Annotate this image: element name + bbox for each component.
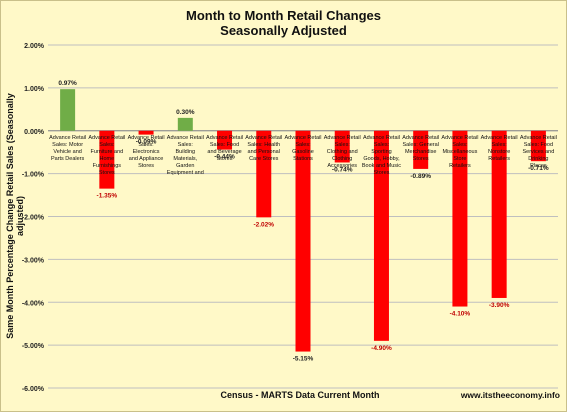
y-tick-label: -6.00% <box>22 386 45 393</box>
category-label: Advance Retail Sales: Health and Personal C… <box>245 135 282 162</box>
category-label: Advance Retail Sales: Building Materials, Ga… <box>167 135 204 176</box>
category-label: Advance Retail Sales: Clothing and Clothing… <box>324 135 361 169</box>
y-tick-label: 2.00% <box>24 43 45 50</box>
bar <box>334 130 350 163</box>
bar <box>99 130 115 189</box>
bar <box>177 117 193 131</box>
category-label: Advance Retail Sales: Electronics and Appli… <box>128 135 165 169</box>
bar <box>60 89 76 131</box>
y-tick-label: -2.00% <box>22 215 45 222</box>
data-label: -0.71% <box>528 165 549 172</box>
data-label: -2.02% <box>253 221 274 228</box>
y-tick-label: -1.00% <box>22 172 45 179</box>
y-tick-label: 0.00% <box>24 129 45 136</box>
category-label: Advance Retail Sales: Gasoline Stations <box>285 135 322 162</box>
data-label: -5.15% <box>293 356 314 363</box>
bar <box>217 130 233 150</box>
data-label: -0.44% <box>214 154 235 161</box>
category-label: Advance Retail Sales: General Merchandise S… <box>402 135 439 162</box>
category-label: Advance Retail Sales: Food Services and Dri… <box>520 135 557 169</box>
category-label: Advance Retail Sales: Furniture and Home Fur… <box>88 135 125 176</box>
bar <box>373 130 389 341</box>
y-tick-label: 1.00% <box>24 86 45 93</box>
bar <box>256 130 272 218</box>
bar <box>295 130 311 352</box>
bar <box>413 130 429 169</box>
data-label: -0.74% <box>332 166 353 173</box>
category-label: Advance Retail Sales: Miscellaneous Store Re… <box>441 135 478 169</box>
category-label: Advance Retail Sales: Food and Beverage Sto… <box>206 135 243 162</box>
data-label: -1.35% <box>97 193 118 200</box>
bar <box>491 130 507 298</box>
x-axis-label: Census - MARTS Data Current Month <box>220 390 380 400</box>
data-label: -0.89% <box>410 173 431 180</box>
bar <box>138 130 154 135</box>
bar <box>452 130 468 307</box>
data-label: -4.10% <box>450 311 471 318</box>
y-tick-label: -4.00% <box>22 300 45 307</box>
data-label: 0.97% <box>58 80 77 87</box>
category-label: Advance Retail Sales: Motor Vehicle and Par… <box>49 135 86 162</box>
chart-title: Month to Month Retail Changes <box>186 8 381 23</box>
category-label: Advance Retail Sales: Sporting Goods, Hobby… <box>362 135 401 176</box>
bar <box>530 130 546 162</box>
data-label: -0.09% <box>136 139 157 146</box>
source-credit: www.itstheeconomy.info <box>460 390 560 400</box>
y-tick-label: -3.00% <box>22 257 45 264</box>
data-label: -4.90% <box>371 345 392 352</box>
data-label: 0.30% <box>176 109 195 116</box>
data-label: -3.90% <box>489 302 510 309</box>
chart-subtitle: Seasonally Adjusted <box>220 23 347 38</box>
category-label: Advance Retail Sales: Nonstore Retailers <box>481 135 518 162</box>
y-tick-label: -5.00% <box>22 343 45 350</box>
